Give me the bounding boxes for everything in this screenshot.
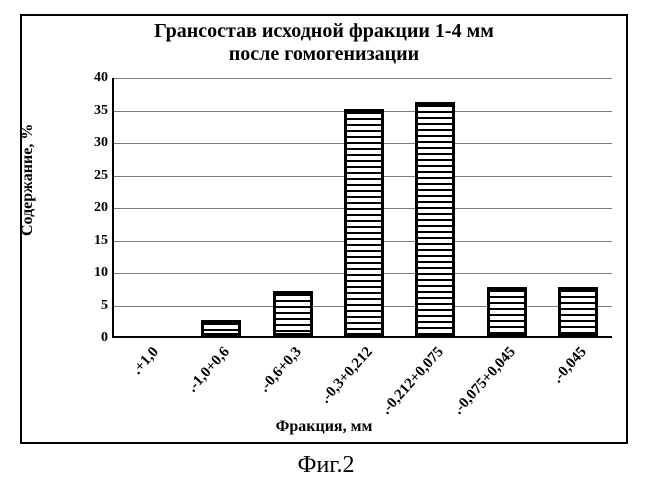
- x-tick-label: .-0,045: [511, 344, 578, 418]
- bar-slot: [415, 76, 455, 336]
- x-tick-label: .-0,6+0,3: [226, 344, 293, 418]
- y-tick-label: 20: [72, 200, 114, 216]
- bar: [558, 287, 598, 336]
- x-tick-label: .-0,075+0,045: [440, 344, 507, 418]
- bar: [344, 109, 384, 337]
- y-tick-label: 15: [72, 233, 114, 249]
- bar: [273, 291, 313, 337]
- figure-caption: Фиг.2: [0, 452, 652, 479]
- y-tick-label: 35: [72, 103, 114, 119]
- y-tick-label: 10: [72, 265, 114, 281]
- bar: [201, 320, 241, 336]
- y-tick-label: 30: [72, 135, 114, 151]
- bar-slot: [558, 76, 598, 336]
- x-tick-label: .-0,212+0,075: [369, 344, 436, 418]
- chart-title-line2: после гомогенизации: [229, 43, 419, 65]
- x-tick-label: .-0,3+0,212: [297, 344, 364, 418]
- bar-slot: [487, 76, 527, 336]
- page: Грансостав исходной фракции 1-4 мм после…: [0, 0, 652, 500]
- chart-title: Грансостав исходной фракции 1-4 мм после…: [22, 20, 626, 66]
- x-tick-label: .-1,0+0,6: [154, 344, 221, 418]
- x-axis-label: Фракция, мм: [22, 418, 626, 436]
- plot-area: 0510152025303540.+1,0.-1,0+0,6.-0,6+0,3.…: [112, 78, 612, 338]
- chart-frame: Грансостав исходной фракции 1-4 мм после…: [20, 14, 628, 444]
- y-tick-label: 40: [72, 70, 114, 86]
- x-tick-label: .+1,0: [83, 344, 150, 418]
- y-tick-label: 5: [72, 298, 114, 314]
- y-tick-label: 0: [72, 330, 114, 346]
- y-axis-label: Содержание, %: [19, 124, 37, 236]
- bar-slot: [201, 76, 241, 336]
- bar: [487, 287, 527, 336]
- bar: [415, 102, 455, 336]
- bar-slot: [273, 76, 313, 336]
- bar-slot: [344, 76, 384, 336]
- bar-slot: [130, 76, 170, 336]
- y-tick-label: 25: [72, 168, 114, 184]
- chart-title-line1: Грансостав исходной фракции 1-4 мм: [154, 20, 494, 42]
